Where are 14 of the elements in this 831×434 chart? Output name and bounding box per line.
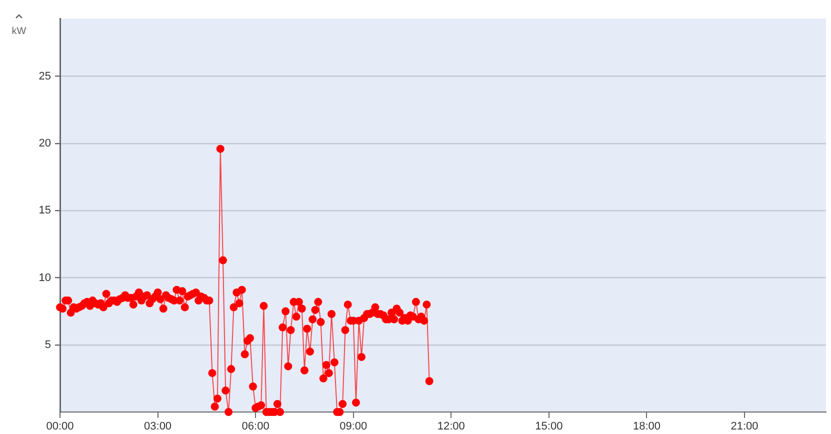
x-tick-label: 18:00: [632, 420, 660, 433]
x-tick-label: 12:00: [437, 420, 465, 433]
x-tick-label: 06:00: [242, 420, 270, 433]
x-tick-label: 00:00: [46, 420, 74, 433]
y-tick-label: 10: [38, 272, 51, 284]
x-tick-label: 03:00: [144, 420, 172, 433]
x-tick-label: 21:00: [730, 420, 758, 433]
y-axis-title: kW: [12, 26, 27, 37]
x-tick-label: 15:00: [535, 420, 563, 433]
y-tick-label: 5: [44, 338, 51, 351]
y-tick-label: 20: [38, 138, 51, 150]
y-tick-label: 25: [38, 70, 51, 82]
y-tick-label: 15: [38, 204, 51, 217]
x-tick-label: 09:00: [340, 420, 368, 433]
